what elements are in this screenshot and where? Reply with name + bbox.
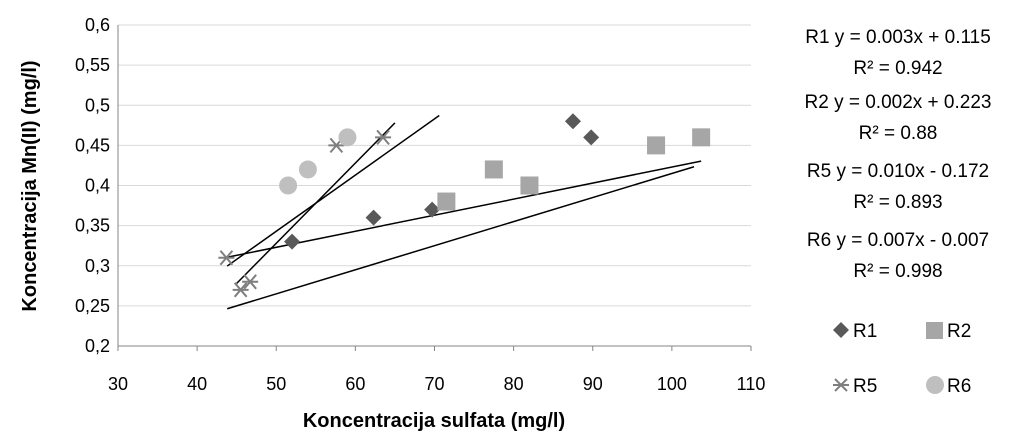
legend: R1 R2 R5 R6 bbox=[833, 321, 971, 397]
tick-labels: 0,2 0,25 0,3 0,35 0,4 0,45 0,5 0,55 0,6 30 40 50 60 7… bbox=[75, 15, 765, 394]
point-r2 bbox=[692, 128, 711, 147]
r-squared-r2: R² = 0.88 bbox=[859, 123, 938, 144]
equation-r5: R5 y = 0.010x - 0.172 bbox=[807, 161, 989, 182]
y-tick-label: 0,5 bbox=[85, 95, 110, 115]
gridlines bbox=[118, 24, 751, 307]
trendlines bbox=[226, 114, 702, 310]
point-r6 bbox=[279, 176, 298, 195]
y-tick-label: 0,55 bbox=[75, 55, 110, 75]
y-tick-label: 0,2 bbox=[85, 336, 110, 356]
legend-marker-r5 bbox=[833, 378, 849, 392]
y-tick-label: 0,45 bbox=[75, 135, 110, 155]
x-tick-label: 100 bbox=[657, 374, 687, 394]
equation-r6: R6 y = 0.007x - 0.007 bbox=[807, 230, 989, 251]
trendline-r1 bbox=[226, 166, 695, 310]
point-r2 bbox=[520, 176, 539, 195]
trendline-r6 bbox=[226, 114, 440, 267]
x-tick-label: 90 bbox=[583, 374, 603, 394]
point-r1 bbox=[365, 209, 382, 226]
legend-label-r2: R2 bbox=[947, 321, 971, 342]
point-r1 bbox=[583, 129, 600, 146]
legend-label-r6: R6 bbox=[947, 376, 971, 397]
axes bbox=[117, 25, 752, 351]
point-r5 bbox=[242, 274, 259, 290]
y-tick-label: 0,35 bbox=[75, 216, 110, 236]
point-r5 bbox=[375, 129, 392, 146]
point-r1 bbox=[564, 113, 581, 130]
point-r6 bbox=[338, 128, 357, 147]
x-tick-label: 60 bbox=[345, 374, 365, 394]
point-r2 bbox=[484, 160, 503, 179]
x-tick-label: 50 bbox=[266, 374, 286, 394]
x-tick-label: 80 bbox=[504, 374, 524, 394]
point-r1 bbox=[284, 233, 301, 250]
x-axis-title: Koncentracija sulfata (mg/l) bbox=[303, 410, 565, 432]
point-r2 bbox=[647, 136, 666, 155]
point-r5 bbox=[218, 250, 235, 266]
equation-r1: R1 y = 0.003x + 0.115 bbox=[805, 27, 991, 48]
data-points bbox=[218, 113, 711, 298]
point-r1 bbox=[424, 201, 441, 218]
y-tick-label: 0,3 bbox=[85, 256, 110, 276]
legend-marker-r2 bbox=[926, 322, 943, 339]
trendline-r2 bbox=[227, 160, 702, 258]
legend-label-r5: R5 bbox=[853, 376, 877, 397]
x-tick-label: 40 bbox=[187, 374, 207, 394]
y-axis-title: Koncentracija Mn(II) (mg/l) bbox=[19, 60, 41, 311]
r-squared-r6: R² = 0.998 bbox=[853, 261, 942, 282]
legend-label-r1: R1 bbox=[853, 321, 877, 342]
x-tick-label: 110 bbox=[737, 374, 766, 394]
point-r6 bbox=[298, 160, 317, 179]
point-r2 bbox=[437, 192, 456, 211]
x-tick-label: 70 bbox=[424, 374, 444, 394]
r-squared-r5: R² = 0.893 bbox=[853, 192, 942, 213]
legend-marker-r1 bbox=[833, 322, 849, 338]
equation-r2: R2 y = 0.002x + 0.223 bbox=[805, 92, 992, 113]
y-tick-label: 0,4 bbox=[85, 176, 110, 196]
r-squared-r1: R² = 0.942 bbox=[853, 58, 942, 79]
legend-marker-r6 bbox=[926, 376, 944, 394]
y-tick-label: 0,6 bbox=[85, 15, 110, 35]
y-tick-label: 0,25 bbox=[75, 296, 110, 316]
trendline-equations: R1 y = 0.003x + 0.115 R² = 0.942 R2 y = … bbox=[805, 27, 992, 282]
point-r5 bbox=[232, 282, 249, 298]
x-tick-label: 30 bbox=[108, 374, 128, 394]
